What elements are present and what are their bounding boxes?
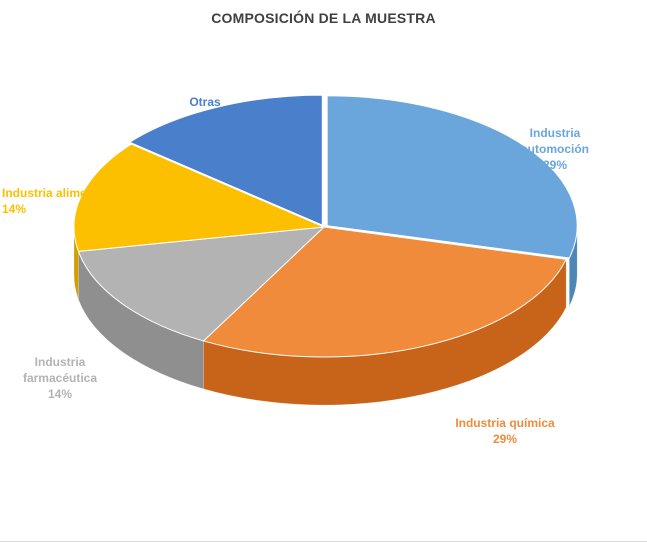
- data-label-farmaceutica: Industria farmacéutica 14%: [23, 355, 97, 401]
- chart-title: COMPOSICIÓN DE LA MUESTRA: [211, 10, 436, 26]
- pie-slice-otras: [128, 94, 323, 226]
- bottom-divider: [0, 541, 647, 542]
- pie-slice-farmaceutica: [77, 226, 326, 342]
- pie-slice-alimentacion: [73, 143, 325, 252]
- data-label-otras: Otras 14%: [189, 95, 221, 125]
- pie-slice-automocion: [326, 95, 578, 259]
- pie-slice-quimica: [202, 226, 567, 358]
- data-label-alimentacion: Industria alimentación 14%: [2, 186, 129, 216]
- data-label-automocion: Industria automoción 29%: [521, 126, 589, 172]
- data-label-quimica: Industria química 29%: [455, 416, 555, 446]
